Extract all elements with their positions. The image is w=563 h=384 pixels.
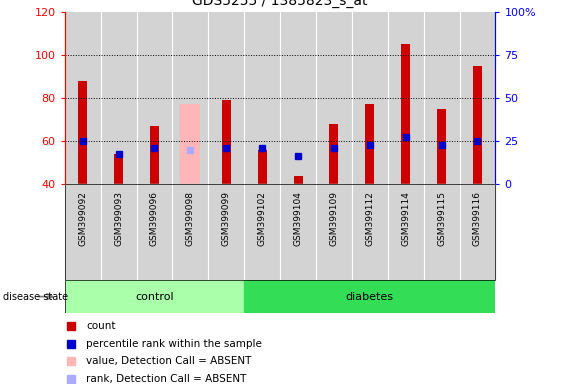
Text: GSM399096: GSM399096 — [150, 191, 159, 246]
Bar — [65, 280, 244, 313]
Bar — [388, 12, 424, 184]
Bar — [437, 109, 446, 184]
Bar — [244, 280, 495, 313]
Bar — [401, 44, 410, 184]
Text: GSM399116: GSM399116 — [473, 191, 482, 246]
Text: GSM399093: GSM399093 — [114, 191, 123, 246]
Text: GSM399098: GSM399098 — [186, 191, 195, 246]
Text: GSM399102: GSM399102 — [258, 191, 267, 246]
Bar — [150, 126, 159, 184]
Text: percentile rank within the sample: percentile rank within the sample — [86, 339, 262, 349]
Bar — [208, 12, 244, 184]
Bar — [181, 104, 200, 184]
Text: GSM399092: GSM399092 — [78, 191, 87, 246]
Text: GSM399104: GSM399104 — [293, 191, 302, 246]
Text: GSM399115: GSM399115 — [437, 191, 446, 246]
Text: GSM399112: GSM399112 — [365, 191, 374, 246]
Bar — [473, 66, 482, 184]
Text: rank, Detection Call = ABSENT: rank, Detection Call = ABSENT — [86, 374, 247, 384]
Text: disease state: disease state — [3, 291, 68, 302]
Bar — [424, 12, 459, 184]
Text: control: control — [135, 291, 174, 302]
Bar — [459, 12, 495, 184]
Bar — [316, 12, 352, 184]
Bar — [65, 12, 101, 184]
Bar — [293, 176, 302, 184]
Bar — [222, 100, 231, 184]
Bar — [137, 12, 172, 184]
Bar — [352, 12, 388, 184]
Text: count: count — [86, 321, 116, 331]
Bar — [280, 12, 316, 184]
Text: GSM399109: GSM399109 — [329, 191, 338, 246]
Bar — [258, 150, 267, 184]
Text: value, Detection Call = ABSENT: value, Detection Call = ABSENT — [86, 356, 252, 366]
Bar — [329, 124, 338, 184]
Bar — [172, 12, 208, 184]
Bar — [101, 12, 137, 184]
Text: diabetes: diabetes — [346, 291, 394, 302]
Text: GSM399099: GSM399099 — [222, 191, 231, 246]
Bar — [78, 81, 87, 184]
Text: GSM399114: GSM399114 — [401, 191, 410, 246]
Bar — [365, 104, 374, 184]
Bar — [114, 154, 123, 184]
Title: GDS5255 / 1385823_s_at: GDS5255 / 1385823_s_at — [193, 0, 368, 8]
Bar — [244, 12, 280, 184]
